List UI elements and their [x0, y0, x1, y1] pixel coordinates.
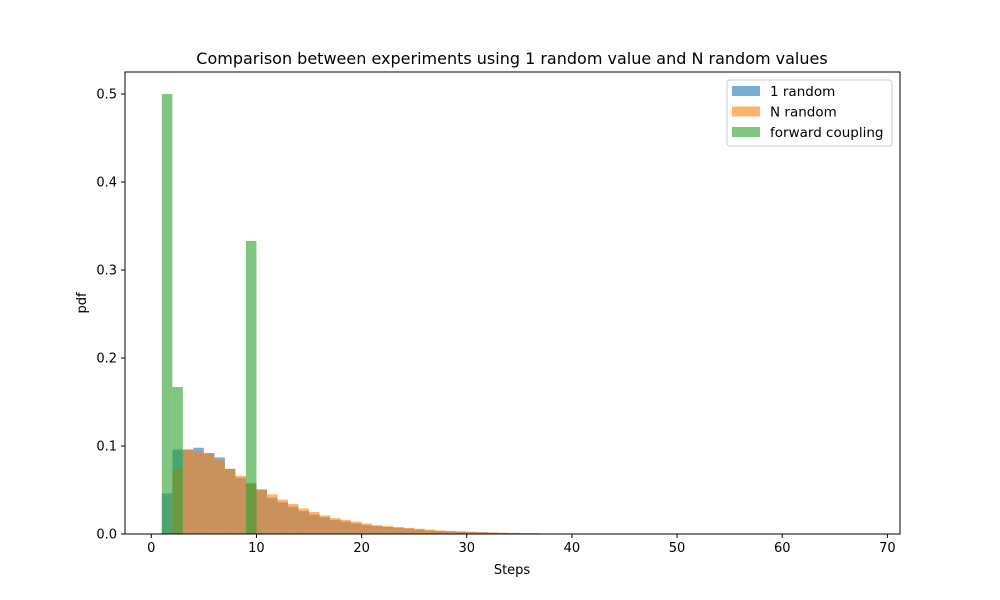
bar-N-random-17 — [351, 521, 362, 534]
bar-N-random-24 — [424, 529, 436, 534]
x-tick-label: 50 — [669, 541, 686, 556]
bar-N-random-8 — [256, 489, 267, 534]
y-axis: 0.0 0.1 0.2 0.3 0.4 0.5 — [96, 88, 125, 543]
legend-box — [726, 79, 893, 147]
bar-N-random-19 — [372, 525, 383, 534]
bar-N-random-13 — [309, 512, 320, 534]
bar-N-random-6 — [235, 475, 246, 534]
x-tick-label: 0 — [147, 541, 155, 556]
bar-N-random-16 — [340, 519, 352, 534]
bar-forward-coupling-1 — [172, 387, 183, 534]
x-axis-label: Steps — [494, 563, 531, 578]
plot-frame — [124, 71, 901, 535]
bar-N-random-15 — [330, 518, 341, 534]
x-tick-label: 40 — [564, 541, 581, 556]
bar-N-random-18 — [361, 523, 373, 534]
bar-N-random-26 — [445, 530, 457, 534]
y-tick-label: 0.4 — [96, 176, 117, 191]
x-tick-label: 20 — [353, 541, 370, 556]
bar-N-random-28 — [466, 531, 478, 534]
x-tick-label: 70 — [879, 541, 896, 556]
bar-N-random-5 — [224, 468, 236, 534]
legend-swatch-1-random — [732, 86, 760, 96]
x-tick-label: 60 — [774, 541, 791, 556]
bar-N-random-20 — [382, 526, 394, 534]
bar-forward-coupling-8 — [245, 240, 257, 534]
bar-N-random-14 — [319, 515, 331, 534]
bar-N-random-32 — [508, 532, 520, 534]
y-tick-label: 0.0 — [96, 528, 117, 543]
bar-N-random-29 — [477, 532, 488, 534]
y-tick-label: 0.3 — [96, 264, 117, 279]
legend-swatch-N-random — [732, 106, 760, 117]
legend: 1 random N random forward coupling — [726, 79, 893, 147]
legend-label-N-random: N random — [770, 105, 837, 121]
y-tick-label: 0.5 — [96, 88, 117, 103]
bar-N-random-23 — [414, 528, 425, 534]
x-axis: 0 10 20 30 40 50 60 70 — [147, 534, 896, 556]
bar-N-random-25 — [435, 530, 446, 534]
bar-N-random-27 — [456, 531, 467, 534]
bar-forward-coupling-0 — [161, 94, 173, 534]
legend-label-1-random: 1 random — [770, 84, 835, 100]
bar-N-random-4 — [214, 460, 225, 534]
bar-N-random-21 — [393, 526, 404, 534]
x-tick-label: 10 — [248, 541, 265, 556]
bars-layer — [161, 94, 572, 534]
legend-swatch-forward-coupling — [732, 127, 760, 137]
bar-N-random-22 — [403, 527, 415, 534]
bar-N-random-9 — [266, 494, 278, 534]
bar-N-random-1 — [182, 449, 194, 534]
legend-label-forward-coupling: forward coupling — [770, 125, 883, 141]
bar-N-random-11 — [287, 504, 299, 534]
bar-N-random-3 — [203, 453, 215, 534]
x-tick-label: 30 — [458, 541, 475, 556]
bar-N-random-10 — [277, 499, 288, 534]
y-tick-label: 0.2 — [96, 352, 117, 367]
y-axis-label: pdf — [75, 292, 90, 314]
bar-N-random-12 — [298, 508, 310, 534]
chart-title: Comparison between experiments using 1 r… — [196, 49, 827, 68]
bar-N-random-2 — [193, 451, 204, 534]
y-tick-label: 0.1 — [96, 440, 117, 455]
bar-N-random-31 — [498, 532, 509, 534]
bar-N-random-30 — [487, 532, 499, 534]
